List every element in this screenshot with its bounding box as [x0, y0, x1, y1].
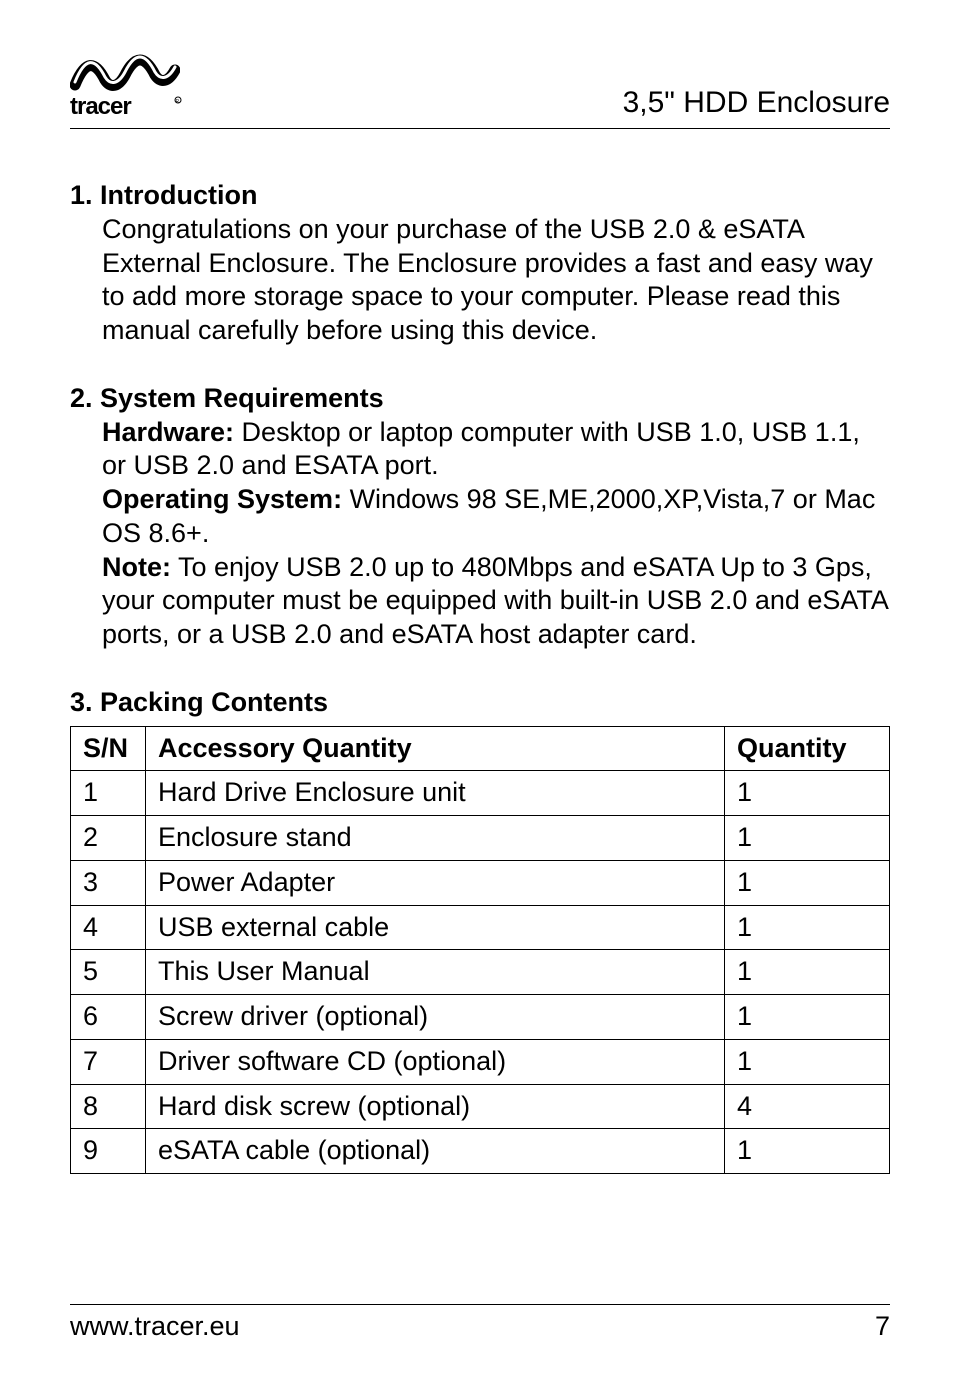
cell-sn: 8 — [71, 1084, 146, 1129]
cell-sn: 4 — [71, 905, 146, 950]
section-1-heading: 1. Introduction — [70, 179, 890, 213]
table-header-row: S/N Accessory Quantity Quantity — [71, 726, 890, 771]
page-footer: www.tracer.eu 7 — [70, 1304, 890, 1342]
brand-logo: tracer R — [70, 40, 190, 122]
table-row: 9eSATA cable (optional)1 — [71, 1129, 890, 1174]
cell-quantity: 1 — [725, 905, 890, 950]
table-row: 5This User Manual1 — [71, 950, 890, 995]
cell-sn: 3 — [71, 860, 146, 905]
table-row: 8Hard disk screw (optional)4 — [71, 1084, 890, 1129]
cell-sn: 9 — [71, 1129, 146, 1174]
cell-accessory: Power Adapter — [146, 860, 725, 905]
section-1-body: Congratulations on your purchase of the … — [70, 213, 890, 348]
cell-sn: 1 — [71, 771, 146, 816]
brand-text: tracer — [70, 93, 131, 120]
cell-accessory: Screw driver (optional) — [146, 995, 725, 1040]
footer-page-number: 7 — [875, 1311, 890, 1342]
footer-url: www.tracer.eu — [70, 1311, 240, 1342]
cell-quantity: 4 — [725, 1084, 890, 1129]
section-packing-contents: 3. Packing Contents S/N Accessory Quanti… — [70, 686, 890, 1174]
table-row: 2Enclosure stand1 — [71, 816, 890, 861]
cell-quantity: 1 — [725, 995, 890, 1040]
cell-quantity: 1 — [725, 1039, 890, 1084]
document-body: 1. Introduction Congratulations on your … — [70, 179, 890, 1174]
os-label: Operating System: — [102, 484, 342, 514]
cell-accessory: eSATA cable (optional) — [146, 1129, 725, 1174]
hardware-label: Hardware: — [102, 417, 234, 447]
cell-sn: 2 — [71, 816, 146, 861]
col-header-accessory: Accessory Quantity — [146, 726, 725, 771]
cell-accessory: This User Manual — [146, 950, 725, 995]
table-row: 7Driver software CD (optional)1 — [71, 1039, 890, 1084]
table-row: 6Screw driver (optional)1 — [71, 995, 890, 1040]
table-row: 4USB external cable1 — [71, 905, 890, 950]
section-system-requirements: 2. System Requirements Hardware: Desktop… — [70, 382, 890, 652]
packing-contents-table: S/N Accessory Quantity Quantity 1Hard Dr… — [70, 726, 890, 1175]
svg-text:R: R — [176, 99, 180, 105]
col-header-quantity: Quantity — [725, 726, 890, 771]
cell-accessory: Hard Drive Enclosure unit — [146, 771, 725, 816]
col-header-sn: S/N — [71, 726, 146, 771]
cell-accessory: Hard disk screw (optional) — [146, 1084, 725, 1129]
document-title: 3,5" HDD Enclosure — [623, 86, 890, 122]
section-3-heading: 3. Packing Contents — [70, 686, 890, 720]
wave-icon — [70, 40, 180, 92]
cell-quantity: 1 — [725, 771, 890, 816]
note-label: Note: — [102, 552, 171, 582]
table-body: 1Hard Drive Enclosure unit12Enclosure st… — [71, 771, 890, 1174]
brand-wordmark: tracer R — [70, 92, 190, 122]
cell-quantity: 1 — [725, 816, 890, 861]
section-2-heading: 2. System Requirements — [70, 382, 890, 416]
section-introduction: 1. Introduction Congratulations on your … — [70, 179, 890, 348]
cell-sn: 7 — [71, 1039, 146, 1084]
cell-accessory: Driver software CD (optional) — [146, 1039, 725, 1084]
cell-sn: 6 — [71, 995, 146, 1040]
cell-quantity: 1 — [725, 860, 890, 905]
table-row: 3Power Adapter1 — [71, 860, 890, 905]
cell-accessory: Enclosure stand — [146, 816, 725, 861]
page-header: tracer R 3,5" HDD Enclosure — [70, 40, 890, 129]
note-text: To enjoy USB 2.0 up to 480Mbps and eSATA… — [102, 552, 887, 650]
cell-accessory: USB external cable — [146, 905, 725, 950]
table-row: 1Hard Drive Enclosure unit1 — [71, 771, 890, 816]
cell-quantity: 1 — [725, 1129, 890, 1174]
cell-quantity: 1 — [725, 950, 890, 995]
cell-sn: 5 — [71, 950, 146, 995]
section-2-body: Hardware: Desktop or laptop computer wit… — [70, 416, 890, 652]
